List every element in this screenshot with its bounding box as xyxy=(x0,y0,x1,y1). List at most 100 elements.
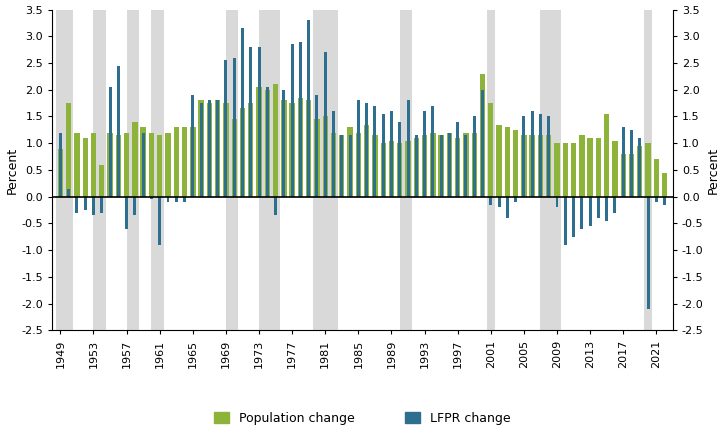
Bar xyxy=(439,135,444,197)
Bar xyxy=(471,133,477,197)
Bar xyxy=(456,122,459,197)
Bar xyxy=(223,103,228,197)
Bar xyxy=(313,10,338,330)
Bar xyxy=(448,133,451,197)
Bar xyxy=(150,197,153,199)
Bar xyxy=(356,133,361,197)
Bar xyxy=(117,66,120,197)
Bar xyxy=(215,100,220,197)
Bar xyxy=(572,197,575,237)
Bar xyxy=(547,117,550,197)
Bar xyxy=(382,114,385,197)
Bar xyxy=(107,133,113,197)
Bar xyxy=(92,197,95,215)
Bar xyxy=(257,47,260,197)
Bar xyxy=(365,103,368,197)
Bar xyxy=(165,133,170,197)
Bar xyxy=(175,197,178,202)
Bar xyxy=(340,135,343,197)
Bar xyxy=(373,106,376,197)
Bar xyxy=(208,100,211,197)
Bar xyxy=(407,100,410,197)
Bar xyxy=(124,133,129,197)
Bar xyxy=(66,103,71,197)
Bar xyxy=(605,197,608,221)
Bar xyxy=(481,90,484,197)
Bar xyxy=(514,197,517,202)
Bar xyxy=(655,197,658,202)
Bar xyxy=(613,197,616,213)
Bar xyxy=(597,197,600,218)
Bar xyxy=(546,135,552,197)
Bar xyxy=(67,189,70,197)
Bar xyxy=(141,127,146,197)
Bar xyxy=(540,10,561,330)
Bar xyxy=(257,87,262,197)
Bar xyxy=(357,100,360,197)
Bar xyxy=(473,117,476,197)
Bar xyxy=(183,197,186,202)
Bar xyxy=(654,159,659,197)
Bar xyxy=(152,10,164,330)
Bar xyxy=(249,47,252,197)
Bar xyxy=(226,10,239,330)
Bar xyxy=(415,135,418,197)
Bar xyxy=(291,44,294,197)
Bar xyxy=(133,197,136,215)
Bar xyxy=(489,197,492,205)
Bar xyxy=(84,197,87,210)
Bar xyxy=(596,138,601,197)
Bar xyxy=(390,111,393,197)
Bar xyxy=(157,135,162,197)
Bar xyxy=(523,117,526,197)
Bar xyxy=(207,103,212,197)
Y-axis label: Percent: Percent xyxy=(706,146,719,194)
Bar xyxy=(579,135,584,197)
Bar xyxy=(662,173,667,197)
Bar xyxy=(199,100,204,197)
Bar xyxy=(521,135,526,197)
Bar xyxy=(571,143,576,197)
Bar xyxy=(398,122,401,197)
Bar xyxy=(231,119,237,197)
Bar xyxy=(199,103,202,197)
Bar xyxy=(405,141,411,197)
Bar xyxy=(455,138,460,197)
Bar xyxy=(132,122,138,197)
Bar xyxy=(149,133,154,197)
Bar xyxy=(91,133,96,197)
Bar xyxy=(480,74,485,197)
Bar xyxy=(413,138,419,197)
Bar xyxy=(587,138,593,197)
Bar xyxy=(125,197,128,229)
Bar xyxy=(497,197,500,207)
Bar xyxy=(191,95,194,197)
Bar xyxy=(465,135,468,197)
Bar xyxy=(463,133,468,197)
Bar xyxy=(173,127,179,197)
Bar xyxy=(315,95,318,197)
Bar xyxy=(127,10,139,330)
Bar xyxy=(539,114,542,197)
Bar xyxy=(347,127,353,197)
Bar xyxy=(100,197,103,213)
Bar xyxy=(240,108,245,197)
Bar xyxy=(431,106,434,197)
Bar xyxy=(423,111,426,197)
Bar xyxy=(83,138,88,197)
Bar xyxy=(647,197,650,309)
Bar xyxy=(298,98,303,197)
Bar xyxy=(274,197,277,215)
Bar xyxy=(241,28,244,197)
Bar xyxy=(283,90,286,197)
Bar xyxy=(265,90,270,197)
Bar xyxy=(612,141,618,197)
Bar xyxy=(266,87,269,197)
Bar xyxy=(486,10,495,330)
Bar xyxy=(422,135,427,197)
Bar xyxy=(399,10,412,330)
Bar xyxy=(364,125,369,197)
Bar xyxy=(589,197,592,226)
Bar xyxy=(281,100,286,197)
Bar xyxy=(604,114,610,197)
